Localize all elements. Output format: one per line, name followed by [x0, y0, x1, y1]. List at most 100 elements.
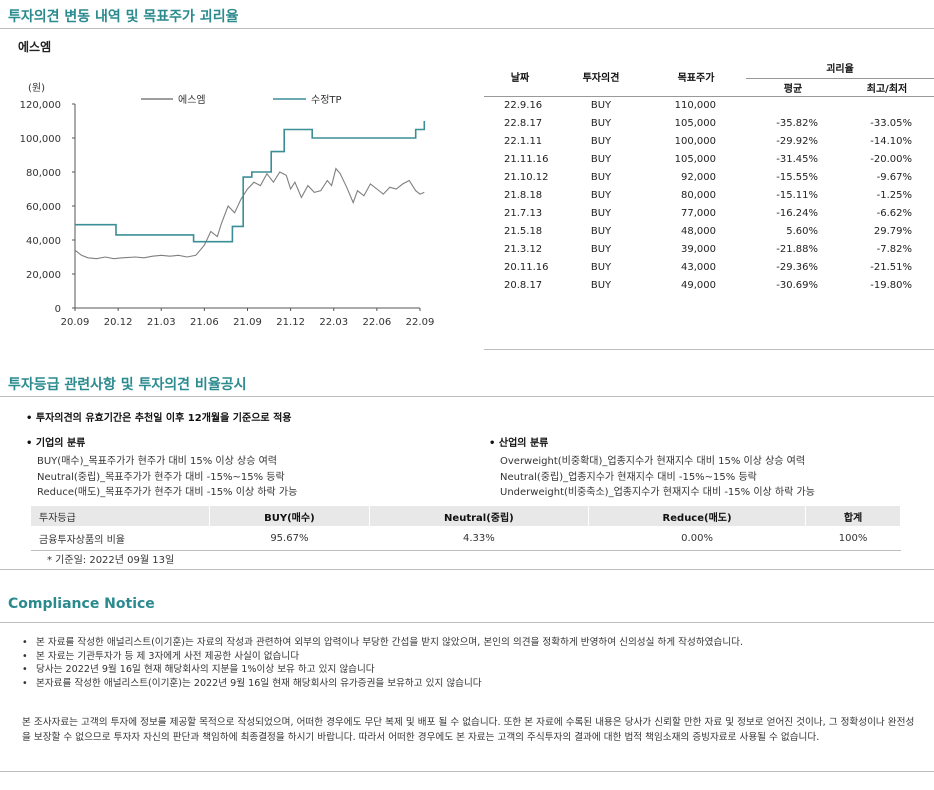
table-row: 21.8.18 BUY 80,000 -15.11% -1.25% — [484, 187, 934, 205]
ratio-total-value: 100% — [805, 526, 901, 551]
row-gap-max: -14.10% — [870, 136, 912, 147]
x-tick-label: 20.12 — [104, 317, 133, 328]
row-target-price: 100,000 — [674, 136, 716, 147]
row-gap-max: 29.79% — [873, 226, 912, 237]
list-item: 본 자료를 작성한 애널리스트(이기훈)는 자료의 작성과 관련하여 외부의 압… — [22, 636, 743, 650]
list-item: 당사는 2022년 9월 16일 현재 해당회사의 지분을 1%이상 보유 하고… — [22, 663, 743, 677]
row-gap-avg: 5.60% — [786, 226, 818, 237]
list-item: 본자료를 작성한 애널리스트(이기훈)는 2022년 9월 16일 현재 해당회… — [22, 677, 743, 691]
row-gap-max: -7.82% — [876, 244, 912, 255]
row-target-price: 105,000 — [674, 154, 716, 165]
row-gap-max: -21.51% — [870, 262, 912, 273]
row-gap-max: -19.80% — [870, 280, 912, 291]
row-date: 22.1.11 — [504, 136, 543, 147]
row-opinion: BUY — [590, 226, 612, 237]
ratio-neutral-value: 4.33% — [369, 526, 589, 551]
ratio-col-grade: 투자등급 — [31, 506, 210, 526]
row-date: 21.3.12 — [504, 244, 543, 255]
ratio-buy-value: 95.67% — [209, 526, 370, 551]
compliance-list: 본 자료를 작성한 애널리스트(이기훈)는 자료의 작성과 관련하여 외부의 압… — [22, 636, 743, 690]
row-opinion: BUY — [590, 118, 612, 129]
x-tick-label: 21.09 — [233, 317, 262, 328]
industry-class-heading: • 산업의 분류 — [489, 438, 549, 449]
row-opinion: BUY — [590, 280, 612, 291]
col-target-price: 목표주가 — [646, 58, 746, 97]
row-date: 21.8.18 — [504, 190, 543, 201]
ratio-col-buy: BUY(매수) — [209, 506, 370, 526]
col-gap: 괴리율 — [746, 58, 934, 79]
y-tick-label: 0 — [55, 304, 61, 315]
x-tick-label: 22.03 — [319, 317, 348, 328]
x-tick-label: 22.06 — [363, 317, 392, 328]
base-date-note: * 기준일: 2022년 09월 13일 — [47, 555, 175, 566]
row-date: 22.9.16 — [504, 100, 543, 111]
col-opinion: 투자의견 — [556, 58, 646, 97]
row-gap-max — [840, 96, 934, 115]
row-gap-avg — [746, 96, 840, 115]
rating-ratio-table: 투자등급 BUY(매수) Neutral(중립) Reduce(매도) 합계 금… — [31, 506, 901, 551]
row-gap-max: -9.67% — [876, 172, 912, 183]
x-tick-label: 21.12 — [276, 317, 305, 328]
table-row: 20.11.16 BUY 43,000 -29.36% -21.51% — [484, 259, 934, 277]
col-gap-avg: 평균 — [746, 78, 840, 97]
row-gap-avg: -29.92% — [776, 136, 818, 147]
price-series-line — [74, 167, 425, 260]
list-item: 본 자료는 기관투자가 등 제 3자에게 사전 제공한 사실이 없습니다 — [22, 650, 743, 664]
row-gap-avg: -29.36% — [776, 262, 818, 273]
row-gap-avg: -15.55% — [776, 172, 818, 183]
row-opinion: BUY — [590, 154, 612, 165]
col-date: 날짜 — [484, 58, 556, 97]
x-tick-label: 20.09 — [61, 317, 90, 328]
row-target-price: 110,000 — [674, 100, 716, 111]
ratio-col-total: 합계 — [805, 506, 901, 526]
y-tick-label: 60,000 — [26, 202, 61, 213]
row-gap-avg: -21.88% — [776, 244, 818, 255]
section-title-rating: 투자등급 관련사항 및 투자의견 비율공시 — [8, 377, 247, 393]
table-row: 20.8.17 BUY 49,000 -30.69% -19.80% — [484, 277, 934, 295]
company-name: 에스엠 — [18, 40, 52, 54]
y-tick-label: 100,000 — [20, 134, 61, 145]
x-tick-label: 21.03 — [147, 317, 176, 328]
y-tick-label: 40,000 — [26, 236, 61, 247]
row-date: 21.5.18 — [504, 226, 543, 237]
row-opinion: BUY — [590, 172, 612, 183]
row-date: 21.7.13 — [504, 208, 543, 219]
company-class-heading: • 기업의 분류 — [26, 438, 86, 449]
row-opinion: BUY — [590, 190, 612, 201]
col-gap-max: 최고/최저 — [840, 78, 934, 97]
target-price-series-line — [75, 121, 426, 243]
row-gap-max: -6.62% — [876, 208, 912, 219]
row-target-price: 92,000 — [681, 172, 716, 183]
legend-label-price: 에스엠 — [178, 94, 206, 106]
row-gap-max: -1.25% — [876, 190, 912, 201]
row-gap-max: -33.05% — [870, 118, 912, 129]
y-axis-unit: (원) — [28, 82, 45, 94]
row-target-price: 105,000 — [674, 118, 716, 129]
y-tick-label: 120,000 — [20, 100, 61, 111]
ratio-col-reduce: Reduce(매도) — [588, 506, 807, 526]
table-row: 21.5.18 BUY 48,000 5.60% 29.79% — [484, 223, 934, 241]
row-gap-max: -20.00% — [870, 154, 912, 165]
x-tick-label: 22.09 — [406, 317, 435, 328]
row-date: 21.11.16 — [504, 154, 549, 165]
table-row: 22.1.11 BUY 100,000 -29.92% -14.10% — [484, 133, 934, 151]
row-target-price: 39,000 — [681, 244, 716, 255]
company-class-heading-text: 기업의 분류 — [35, 438, 86, 449]
row-gap-avg: -16.24% — [776, 208, 818, 219]
industry-class-line: Overweight(비중확대)_업종지수가 현재지수 대비 15% 이상 상승… — [500, 456, 806, 467]
validity-text: 투자의견의 유효기간은 추천일 이후 12개월을 기준으로 적용 — [35, 413, 292, 424]
row-date: 20.8.17 — [504, 280, 543, 291]
row-date: 20.11.16 — [504, 262, 549, 273]
ratio-reduce-value: 0.00% — [588, 526, 806, 551]
table-row: 금융투자상품의 비율 95.67% 4.33% 0.00% 100% — [31, 526, 901, 551]
row-gap-avg: -15.11% — [776, 190, 818, 201]
company-class-line: Neutral(중립)_목표주가가 현주가 대비 -15%~15% 등락 — [37, 471, 285, 483]
table-row: 21.11.16 BUY 105,000 -31.45% -20.00% — [484, 151, 934, 169]
table-row: 21.7.13 BUY 77,000 -16.24% -6.62% — [484, 205, 934, 223]
divider — [0, 28, 934, 29]
table-bottom-rule — [484, 349, 934, 350]
company-class-list: BUY(매수)_목표주가가 현주가 대비 15% 이상 상승 여력 Neutra… — [37, 454, 297, 501]
y-tick-label: 80,000 — [26, 168, 61, 179]
row-date: 22.8.17 — [504, 118, 543, 129]
row-target-price: 43,000 — [681, 262, 716, 273]
